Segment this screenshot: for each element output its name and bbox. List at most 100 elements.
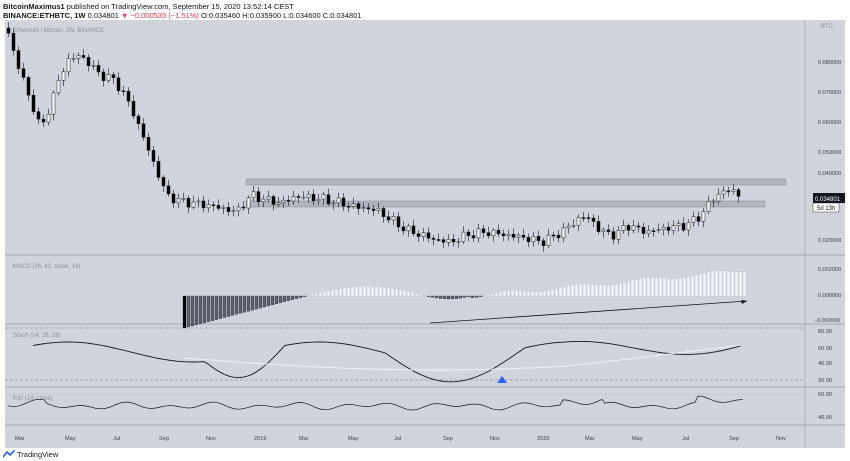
candle-body bbox=[121, 90, 126, 93]
candle-body bbox=[291, 196, 296, 202]
macd-bar bbox=[350, 286, 355, 297]
candle-body bbox=[736, 189, 741, 197]
macd-bar bbox=[446, 295, 451, 300]
candle-body bbox=[116, 77, 121, 92]
candle-body bbox=[111, 74, 116, 79]
footer-brand[interactable]: TradingView bbox=[17, 449, 59, 459]
candle-body bbox=[651, 230, 656, 232]
macd-bar bbox=[214, 295, 219, 320]
candle-body bbox=[336, 197, 341, 204]
candle-body bbox=[221, 207, 226, 209]
candle-body bbox=[181, 198, 186, 200]
candle-body bbox=[536, 236, 541, 241]
macd-bar bbox=[262, 295, 267, 308]
macd-bar bbox=[394, 288, 399, 297]
macd-bar bbox=[242, 295, 247, 313]
candle-body bbox=[571, 224, 576, 227]
candle-body bbox=[501, 233, 506, 237]
macd-bar bbox=[514, 290, 519, 297]
candle-body bbox=[276, 202, 281, 205]
macd-bar bbox=[362, 285, 367, 297]
candle-body bbox=[561, 227, 566, 239]
macd-bar bbox=[690, 275, 695, 297]
macd-bar bbox=[634, 278, 639, 297]
macd-bar bbox=[458, 295, 463, 299]
candle-body bbox=[711, 200, 716, 203]
time-tick: Jul bbox=[682, 436, 689, 442]
macd-bar bbox=[186, 295, 191, 328]
published-text: published on TradingView.com, September … bbox=[66, 2, 294, 11]
macd-bar bbox=[222, 295, 227, 318]
candle-body bbox=[76, 55, 81, 59]
time-tick: Sep bbox=[159, 436, 169, 442]
macd-bar bbox=[698, 273, 703, 297]
macd-bar bbox=[230, 295, 235, 316]
macd-bar bbox=[326, 290, 331, 297]
candle-body bbox=[546, 234, 551, 246]
macd-bar bbox=[650, 277, 655, 297]
candle-body bbox=[136, 115, 141, 124]
macd-bar bbox=[378, 286, 383, 297]
candle-body bbox=[416, 233, 421, 237]
candle-body bbox=[616, 230, 621, 240]
candle-body bbox=[296, 196, 301, 198]
macd-bar bbox=[490, 293, 495, 297]
candlestick-series bbox=[6, 22, 741, 252]
time-tick: Nov bbox=[206, 436, 216, 442]
macd-bar bbox=[606, 284, 611, 297]
candle-body bbox=[566, 225, 571, 229]
stoch-tick: 80.00 bbox=[818, 329, 832, 335]
macd-bar bbox=[598, 284, 603, 297]
macd-bar bbox=[206, 295, 211, 322]
macd-bar bbox=[706, 271, 711, 297]
symbol-info: BINANCE:ETHBTC, 1W 0.034801 ▼ −0.000535 … bbox=[3, 11, 362, 20]
macd-bar bbox=[542, 290, 547, 297]
macd-bar bbox=[562, 286, 567, 297]
candle-body bbox=[611, 231, 616, 240]
candle-body bbox=[286, 199, 291, 202]
price-tick: 0.070000 bbox=[818, 90, 841, 96]
time-tick: Nov bbox=[776, 436, 786, 442]
candle-body bbox=[71, 58, 76, 60]
macd-tick: 0.000000 bbox=[818, 293, 841, 299]
footer[interactable]: TradingView bbox=[3, 448, 58, 460]
macd-bar bbox=[422, 295, 427, 297]
candle-body bbox=[246, 197, 251, 209]
candle-body bbox=[646, 230, 651, 234]
candle-body bbox=[146, 137, 151, 151]
candle-body bbox=[271, 196, 276, 205]
macd-bar bbox=[538, 291, 543, 297]
candle-body bbox=[321, 194, 326, 200]
macd-bar bbox=[702, 272, 707, 297]
time-tick: Jul bbox=[113, 436, 120, 442]
chart-canvas[interactable]: Ethereum / Bitcoin, 1W, BINANCE MACD (26… bbox=[5, 20, 845, 448]
candle-body bbox=[601, 229, 606, 232]
macd-bar bbox=[734, 271, 739, 297]
candle-body bbox=[171, 193, 176, 204]
candle-body bbox=[526, 237, 531, 243]
macd-bar bbox=[570, 284, 575, 297]
time-tick: May bbox=[632, 436, 643, 442]
chart-frame[interactable]: Ethereum / Bitcoin, 1W, BINANCE MACD (26… bbox=[5, 20, 845, 448]
macd-bar bbox=[498, 291, 503, 297]
macd-bar bbox=[290, 295, 295, 300]
macd-bar bbox=[438, 295, 443, 299]
macd-bar bbox=[418, 294, 423, 297]
author-name[interactable]: BitcoinMaximus1 bbox=[3, 2, 65, 11]
macd-bar bbox=[218, 295, 223, 319]
candle-body bbox=[351, 203, 356, 207]
macd-bar bbox=[426, 295, 431, 297]
candle-body bbox=[551, 234, 556, 237]
candle-body bbox=[6, 27, 11, 34]
stoch-tick: 20.00 bbox=[818, 378, 832, 384]
candle-body bbox=[251, 191, 256, 199]
macd-bar bbox=[530, 291, 535, 297]
candle-body bbox=[486, 232, 491, 237]
candle-body bbox=[56, 80, 61, 94]
candle-body bbox=[681, 223, 686, 231]
candle-body bbox=[396, 216, 401, 228]
time-axis: Mar May Jul Sep Nov 2019 Mar May Jul Sep… bbox=[15, 436, 786, 442]
candle-body bbox=[401, 226, 406, 232]
candle-body bbox=[61, 71, 66, 81]
macd-bar bbox=[338, 288, 343, 297]
